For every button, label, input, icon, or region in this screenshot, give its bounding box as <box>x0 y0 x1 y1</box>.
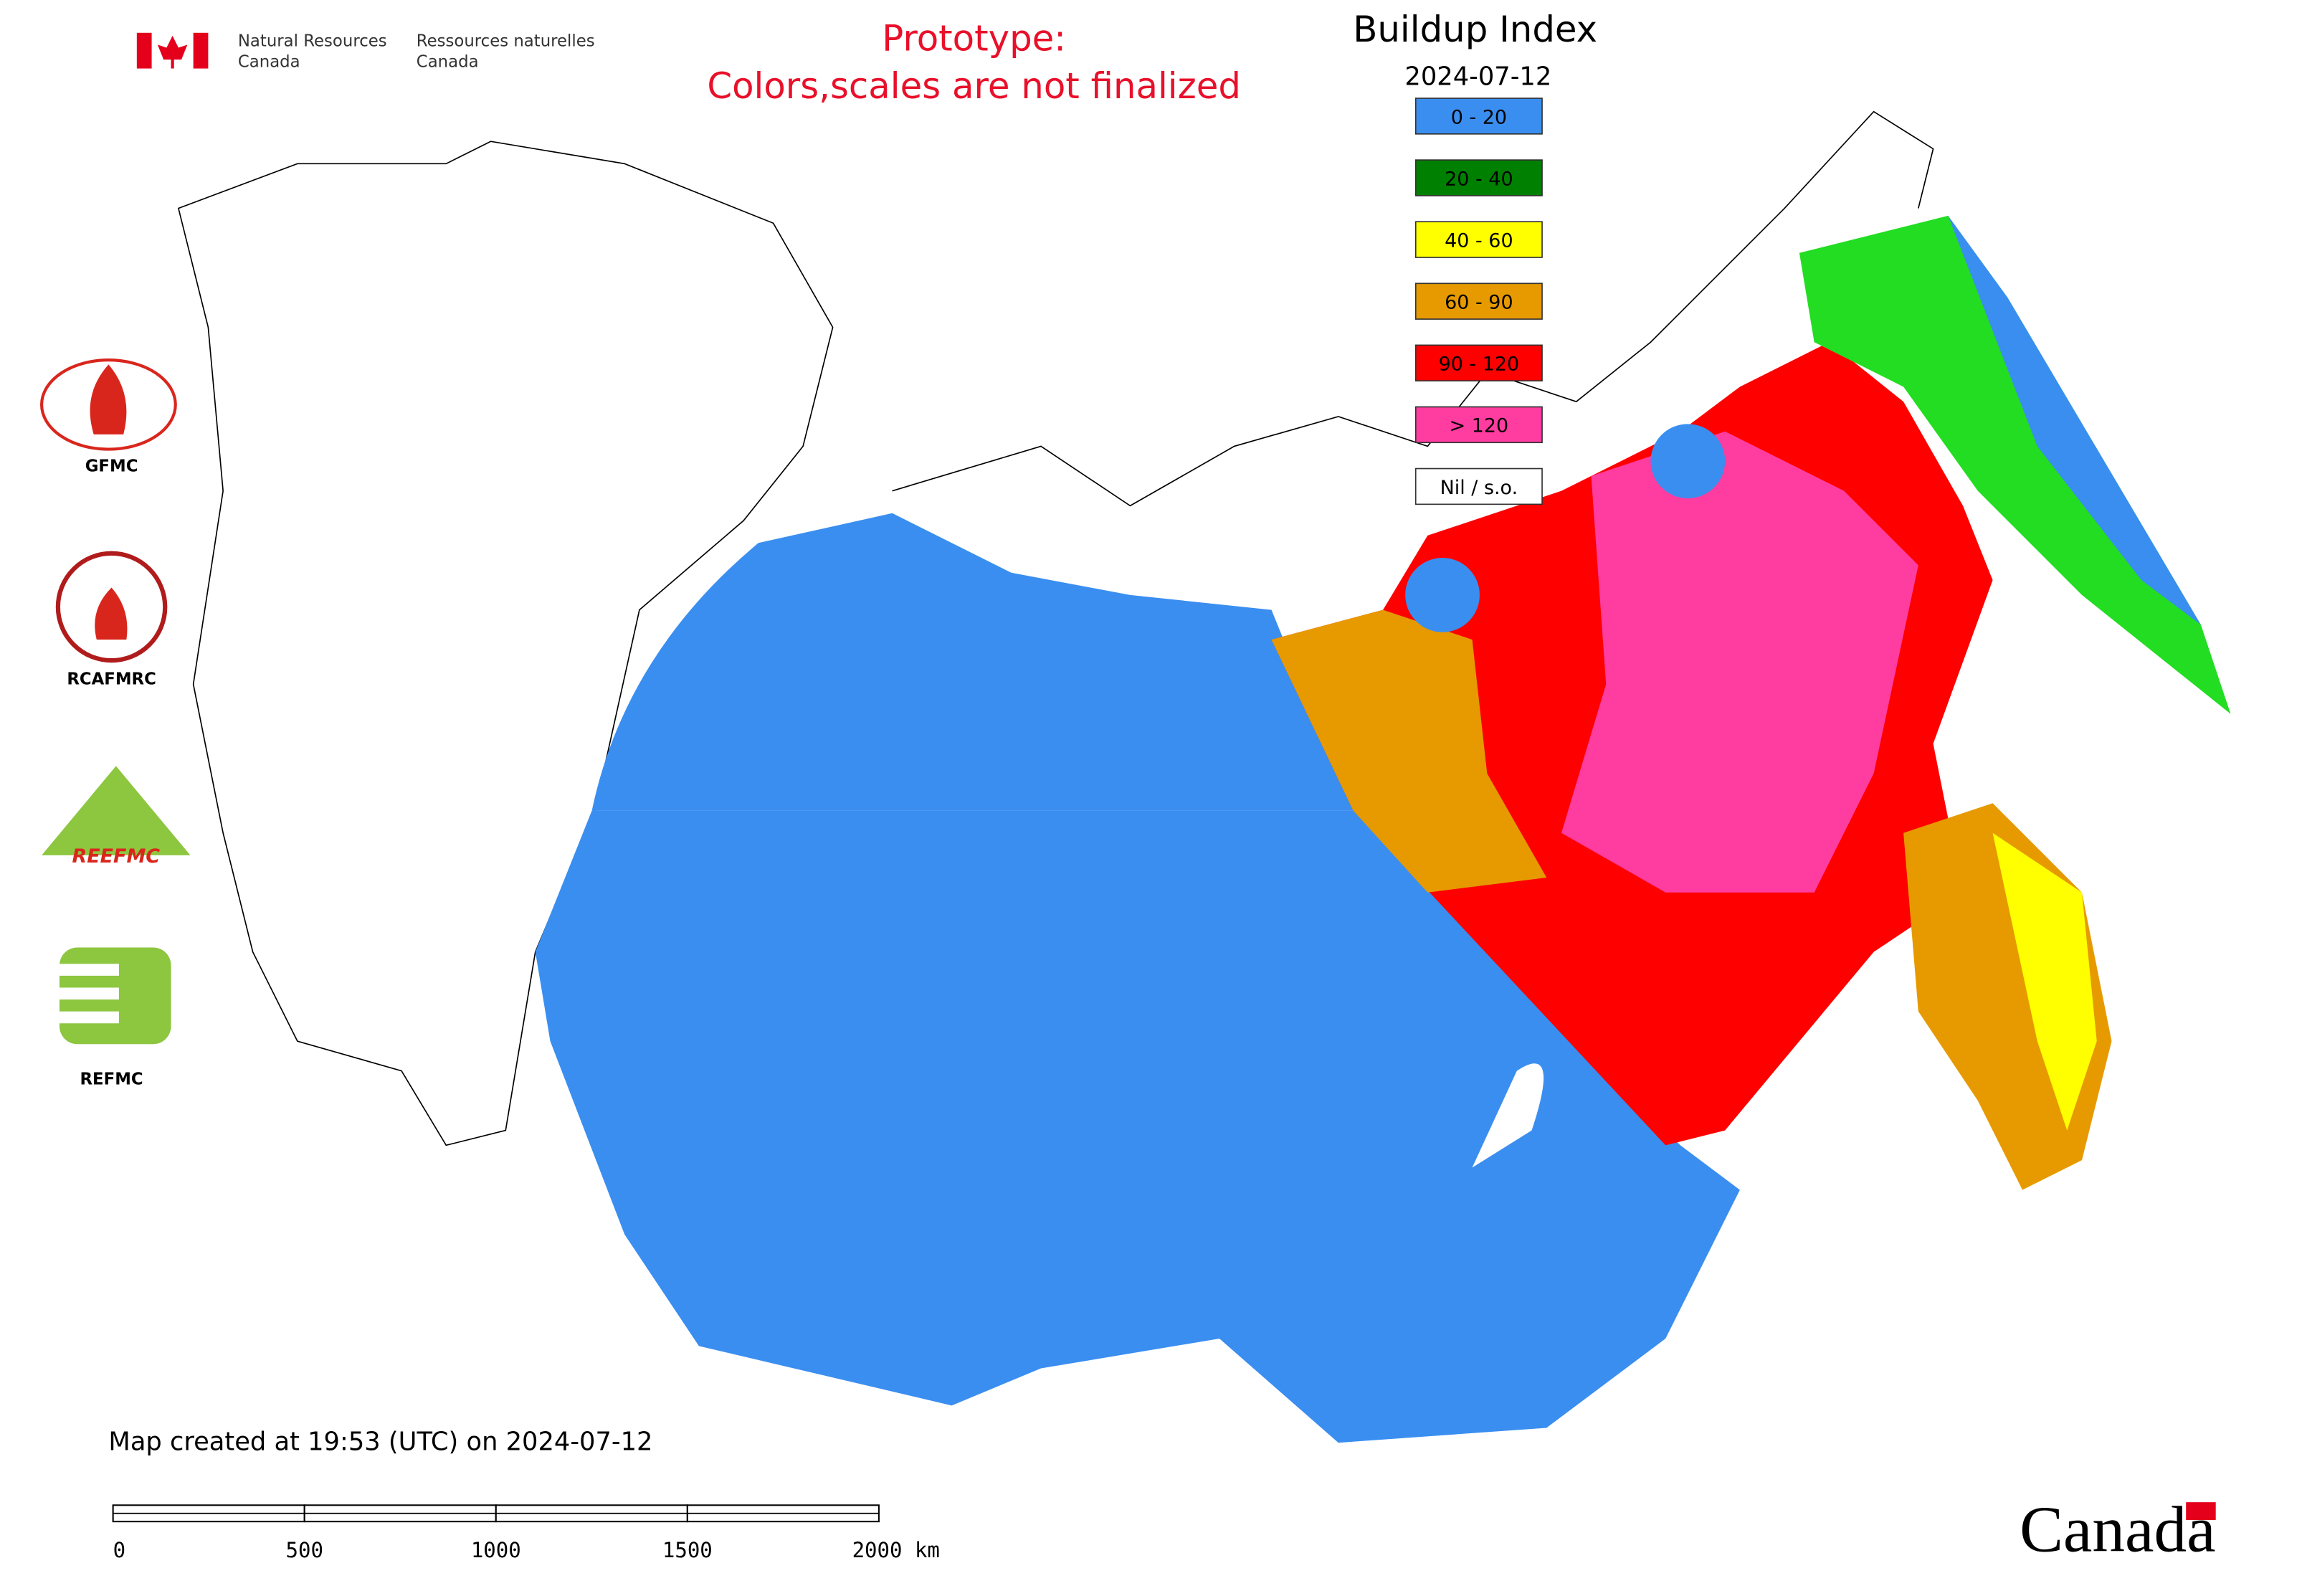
agency-fr: Ressources naturelles <box>417 32 595 50</box>
fill-low <box>1948 215 2201 625</box>
legend-swatch <box>1414 221 1543 258</box>
fill-high <box>1271 609 1547 893</box>
fill-medium <box>1992 832 2097 1131</box>
lake <box>1472 1063 1544 1168</box>
legend-label: 90 - 120 <box>1439 353 1520 376</box>
wordmark: Canada <box>2020 1493 2216 1566</box>
scale-label: 1500 <box>662 1538 713 1562</box>
map <box>177 110 2231 1443</box>
fill-low <box>535 810 1740 1443</box>
logo-label: REFMC <box>80 1070 143 1088</box>
legend-swatch <box>1414 406 1543 444</box>
fill-extreme <box>1561 431 1918 893</box>
agency-en: Natural Resources <box>238 32 387 50</box>
created-note: Map created at 19:53 (UTC) on 2024-07-12 <box>108 1428 652 1457</box>
legend-label: 0 - 20 <box>1451 106 1507 128</box>
wordmark-flag <box>2186 1502 2216 1521</box>
logo-label: GFMC <box>85 457 138 476</box>
legend-label: 20 - 40 <box>1445 168 1513 190</box>
scale-label: 0 <box>113 1538 125 1562</box>
legend: 0 - 20 20 - 40 40 - 60 60 - 90 90 - 120 > 120… <box>1414 98 1543 505</box>
legend-label: 40 - 60 <box>1445 229 1513 252</box>
legend-label: > 120 <box>1450 415 1509 437</box>
notice: Prototype: <box>882 18 1066 60</box>
legend-date: 2024-07-12 <box>1404 62 1551 91</box>
legend-label: Nil / s.o. <box>1440 477 1518 499</box>
legend-swatch <box>1414 282 1543 320</box>
agency-en: Canada <box>238 52 300 71</box>
legend-label: 60 - 90 <box>1445 292 1513 314</box>
fill-low <box>591 513 1354 811</box>
logos: GFMC RCAFMRC REEFMC REFMC <box>40 358 191 1088</box>
scale-bar: 0 500 1000 1500 2000 km <box>112 1504 940 1562</box>
legend-swatch <box>1414 98 1543 135</box>
scale-label: 2000 km <box>852 1538 940 1562</box>
fill-low <box>1650 424 1726 499</box>
logo-label: REEFMC <box>72 845 160 868</box>
agency-fr: Canada <box>417 52 479 71</box>
legend-title: Buildup Index <box>1353 9 1597 50</box>
notice: Colors,scales are not finalized <box>707 65 1241 107</box>
legend-swatch <box>1414 467 1543 505</box>
legend-swatch <box>1414 159 1543 196</box>
fill-moderate <box>1799 215 2231 714</box>
legend-swatch <box>1414 344 1543 381</box>
scale-label: 1000 <box>471 1538 521 1562</box>
fill-low <box>1405 558 1480 632</box>
logo-label: RCAFMRC <box>67 670 156 688</box>
gov-header: Natural Resources Canada Ressources natu… <box>136 32 595 71</box>
scale-label: 500 <box>285 1538 323 1562</box>
